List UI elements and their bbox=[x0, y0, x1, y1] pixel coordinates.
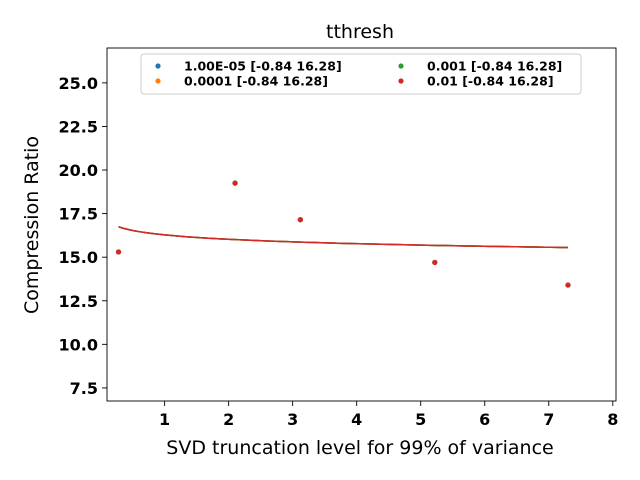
x-tick-label: 8 bbox=[607, 410, 618, 429]
legend-marker bbox=[155, 63, 161, 69]
legend-marker bbox=[398, 78, 404, 84]
legend: 1.00E-05 [-0.84 16.28]0.0001 [-0.84 16.2… bbox=[140, 53, 582, 95]
legend-label: 0.0001 [-0.84 16.28] bbox=[184, 74, 328, 89]
chart-title: tthresh bbox=[326, 21, 394, 43]
x-tick-label: 5 bbox=[415, 410, 426, 429]
y-tick-label: 22.5 bbox=[59, 117, 98, 136]
y-tick-label: 7.5 bbox=[70, 379, 98, 398]
data-point bbox=[232, 180, 238, 186]
y-tick-label: 25.0 bbox=[59, 74, 98, 93]
legend-marker bbox=[155, 78, 161, 84]
y-axis-label: Compression Ratio bbox=[21, 136, 43, 314]
data-point bbox=[565, 282, 571, 288]
legend-label: 0.01 [-0.84 16.28] bbox=[427, 74, 554, 89]
x-tick-label: 2 bbox=[223, 410, 234, 429]
legend-label: 0.001 [-0.84 16.28] bbox=[427, 59, 562, 74]
y-tick-label: 15.0 bbox=[59, 248, 98, 267]
y-tick-label: 20.0 bbox=[59, 161, 98, 180]
x-axis-ticks: 1 2 3 4 5 6 7 8 bbox=[159, 401, 618, 429]
x-tick-label: 4 bbox=[351, 410, 362, 429]
y-tick-label: 10.0 bbox=[59, 335, 98, 354]
fit-line bbox=[118, 226, 568, 249]
plot-area bbox=[106, 47, 617, 402]
x-tick-label: 6 bbox=[479, 410, 490, 429]
y-tick-label: 17.5 bbox=[59, 205, 98, 224]
data-point bbox=[297, 217, 303, 223]
x-tick-label: 1 bbox=[159, 410, 170, 429]
x-tick-label: 7 bbox=[543, 410, 554, 429]
legend-frame bbox=[140, 53, 582, 95]
data-points bbox=[115, 180, 571, 288]
y-axis-ticks: 7.5 10.0 12.5 15.0 17.5 20.0 22.5 25.0 bbox=[59, 74, 107, 398]
data-point bbox=[115, 249, 122, 255]
data-point bbox=[432, 259, 438, 266]
fit-lines bbox=[118, 226, 568, 249]
y-tick-label: 12.5 bbox=[59, 292, 98, 311]
legend-label: 1.00E-05 [-0.84 16.28] bbox=[184, 59, 342, 74]
x-tick-label: 3 bbox=[287, 410, 298, 429]
x-axis-label: SVD truncation level for 99% of variance bbox=[166, 437, 553, 459]
legend-marker bbox=[398, 63, 404, 69]
